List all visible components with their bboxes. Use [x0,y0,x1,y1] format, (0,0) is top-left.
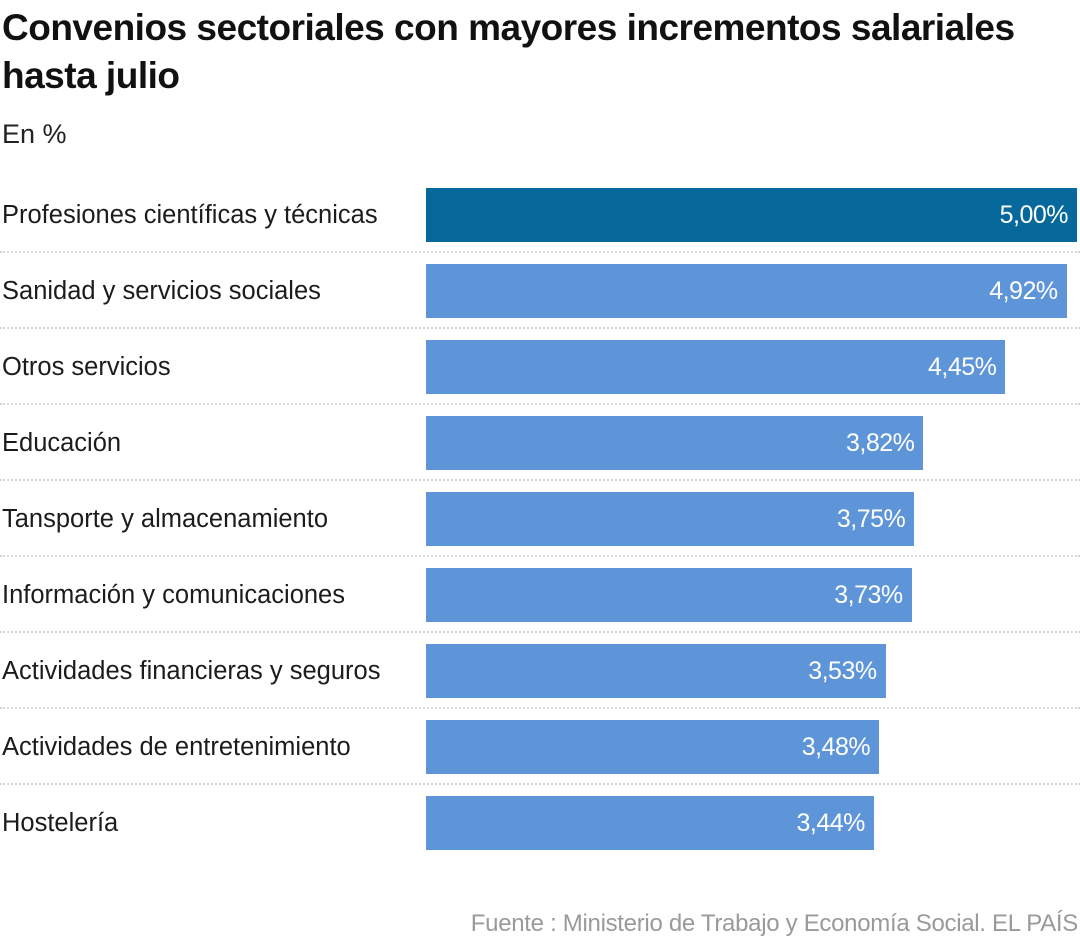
data-label: 3,82% [845,429,915,457]
row-separator [0,783,1080,785]
bar: 4,45% [426,340,1006,394]
category-label: Actividades financieras y seguros [2,657,381,685]
category-label: Tansporte y almacenamiento [2,505,329,533]
source-note: Fuente : Ministerio de Trabajo y Economí… [470,910,1079,937]
category-label: Actividades de entretenimiento [2,733,351,761]
bar: 3,75% [426,492,915,546]
bar: 3,48% [426,720,880,774]
data-label: 5,00% [999,201,1069,229]
category-label: Profesiones científicas y técnicas [2,201,378,229]
bar-row: Educación 3,82% [0,408,1080,484]
category-label: Educación [2,429,122,457]
category-label: Información y comunicaciones [2,581,345,609]
chart-title: Convenios sectoriales con mayores increm… [2,7,1015,96]
category-label: Hostelería [2,809,119,837]
row-separator [0,631,1080,633]
category-label: Sanidad y servicios sociales [2,277,321,305]
row-separator [0,403,1080,405]
data-label: 3,44% [796,809,865,837]
data-label: 3,48% [801,733,871,761]
data-label: 4,92% [989,277,1058,305]
bar: 3,53% [426,644,886,698]
row-separator [0,251,1080,253]
row-separator [0,555,1080,557]
bar-row: Hostelería 3,44% [0,788,1080,864]
chart-subtitle: En % [2,119,67,149]
bar: 3,44% [426,796,874,850]
bar-row: Actividades de entretenimiento 3,48% [0,712,1080,788]
bar: 3,82% [426,416,924,470]
data-label: 3,53% [808,657,877,685]
category-label: Otros servicios [2,353,171,381]
bar-row: Información y comunicaciones 3,73% [0,560,1080,636]
row-separator [0,327,1080,329]
bar-row: Otros servicios 4,45% [0,332,1080,408]
data-label: 3,75% [836,505,906,533]
bar-row: Actividades financieras y seguros 3,53% [0,636,1080,712]
data-label: 3,73% [834,581,903,609]
data-label: 4,45% [927,353,997,381]
row-separator [0,707,1080,709]
row-separator [0,479,1080,481]
bar: 3,73% [426,568,912,622]
bar-row: Profesiones científicas y técnicas 5,00% [0,180,1080,256]
bar-row: Tansporte y almacenamiento 3,75% [0,484,1080,560]
bar-row: Sanidad y servicios sociales 4,92% [0,256,1080,332]
bar: 5,00% [426,188,1077,242]
bar: 4,92% [426,264,1067,318]
